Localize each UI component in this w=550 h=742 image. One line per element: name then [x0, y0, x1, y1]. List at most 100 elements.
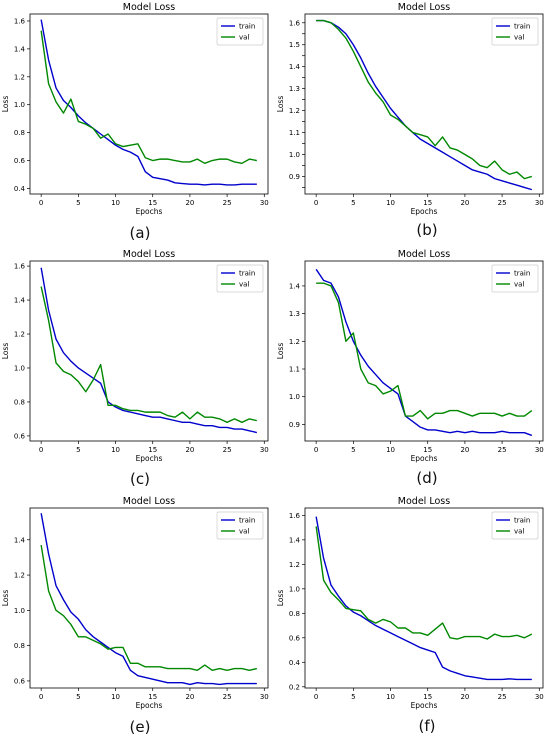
x-tick-label-b-5: 25: [498, 199, 507, 207]
legend-box-b: [491, 17, 539, 46]
legend-label-val-b: val: [514, 34, 524, 42]
plot-frame-d: [304, 260, 544, 442]
series-line-val-e: [40, 544, 258, 672]
series-line-val-b: [316, 19, 533, 180]
line-chart-d: Model Loss 0 5 10 15 20 25 30 0.9 1.0 1.1 1.2 1.3 1.4…: [276, 249, 544, 463]
y-tick-label-d-3: 1.2: [289, 338, 300, 346]
series-line-val-a: [40, 30, 257, 165]
legend-label-train-d: train: [514, 270, 530, 278]
y-tick-label-b-7: 1.2: [289, 107, 300, 115]
chart-panel-d: Model Loss 0 5 10 15 20 25 30 0.9 1.0 1.1 1.2 1.3 1.4…: [275, 247, 550, 494]
y-tick-label-c-4: 1.4: [14, 297, 26, 305]
y-tick-label-f-4: 1.0: [289, 585, 300, 593]
chart-title-e: Model Loss: [123, 496, 175, 507]
x-tick-label-d-1: 5: [351, 446, 355, 454]
x-tick-label-a-2: 10: [111, 199, 120, 207]
y-tick-label-e-2: 1.0: [14, 607, 25, 615]
x-tick-label-a-1: 5: [76, 199, 80, 207]
y-axis-label-d: Loss: [276, 343, 285, 360]
y-tick-label-f-3: 0.8: [289, 610, 300, 618]
x-axis-label-f: Epochs: [411, 701, 438, 710]
y-axis-label-a: Loss: [1, 96, 10, 113]
y-tick-label-c-1: 0.8: [14, 398, 25, 406]
x-tick-label-e-2: 10: [111, 693, 120, 701]
x-tick-label-a-3: 15: [148, 199, 157, 207]
plot-frame-a: [29, 13, 269, 195]
chart-panel-c: Model Loss 0 5 10 15 20 25 30 0.6 0.8 1.0 1.2 1.4 1.6…: [0, 247, 275, 494]
legend-label-val-c: val: [239, 281, 249, 289]
y-tick-label-d-4: 1.3: [289, 310, 300, 318]
y-tick-label-c-3: 1.2: [14, 331, 25, 339]
y-tick-label-f-5: 1.2: [289, 561, 300, 569]
y-tick-label-e-4: 1.4: [14, 536, 26, 544]
y-tick-label-c-2: 1.0: [14, 364, 25, 372]
y-tick-label-d-2: 1.1: [289, 366, 300, 374]
plot-frame-f: [304, 507, 544, 689]
y-tick-label-f-1: 0.4: [289, 659, 301, 667]
y-tick-label-b-3: 1.0: [289, 151, 300, 159]
series-line-train-a: [40, 19, 257, 186]
x-tick-label-d-6: 30: [535, 446, 544, 454]
y-tick-label-f-0: 0.2: [289, 683, 300, 691]
x-tick-label-d-0: 0: [314, 446, 318, 454]
x-tick-label-e-4: 20: [185, 693, 194, 701]
y-tick-label-b-9: 1.3: [289, 85, 300, 93]
x-tick-label-b-2: 10: [386, 199, 395, 207]
x-tick-label-f-2: 10: [386, 693, 395, 701]
y-tick-label-a-2: 0.8: [14, 129, 25, 137]
line-chart-a: Model Loss 0 5 10 15 20 25 30 0.4 0.6 0.8 1.0 1.2 1.4…: [1, 2, 269, 216]
x-tick-label-b-6: 30: [535, 199, 544, 207]
legend-label-val-f: val: [514, 528, 524, 536]
x-tick-label-d-5: 25: [498, 446, 507, 454]
line-chart-e: Model Loss 0 5 10 15 20 25 30 0.6 0.8 1.0 1.2 1.4 Epo…: [1, 496, 269, 710]
y-tick-label-d-1: 1.0: [289, 393, 300, 401]
y-tick-label-e-0: 0.6: [14, 677, 26, 685]
caption-c: (c): [130, 470, 150, 488]
x-tick-label-e-0: 0: [39, 693, 43, 701]
y-tick-label-d-5: 1.4: [289, 282, 301, 290]
y-tick-label-f-6: 1.4: [289, 536, 301, 544]
x-tick-label-d-4: 20: [460, 446, 469, 454]
legend-label-train-a: train: [239, 23, 255, 31]
x-tick-label-c-1: 5: [76, 446, 80, 454]
y-tick-label-b-1: 0.9: [289, 173, 300, 181]
plot-frame-b: [304, 13, 544, 195]
y-tick-label-c-0: 0.6: [14, 432, 26, 440]
caption-e: (e): [129, 718, 151, 736]
x-tick-label-c-2: 10: [111, 446, 120, 454]
x-tick-label-f-0: 0: [314, 693, 318, 701]
legend-box-e: [216, 511, 264, 540]
x-tick-label-a-5: 25: [223, 199, 232, 207]
legend-label-train-c: train: [239, 270, 255, 278]
x-tick-label-e-1: 5: [76, 693, 80, 701]
chart-panel-b: Model Loss 0 5 10 15 20 25 30 0.9 1.0 1.1 1.2 1.3 1.4…: [275, 0, 550, 247]
x-tick-label-e-3: 15: [148, 693, 157, 701]
series-line-train-d: [315, 268, 533, 437]
legend-label-val-e: val: [239, 528, 249, 536]
y-tick-label-f-2: 0.6: [289, 634, 301, 642]
y-tick-label-f-7: 1.6: [289, 512, 301, 520]
x-tick-label-c-3: 15: [148, 446, 157, 454]
chart-title-f: Model Loss: [398, 496, 450, 507]
chart-panel-e: Model Loss 0 5 10 15 20 25 30 0.6 0.8 1.0 1.2 1.4 Epo…: [0, 494, 275, 742]
y-tick-label-a-1: 0.6: [14, 157, 26, 165]
x-axis-label-a: Epochs: [136, 207, 163, 216]
y-tick-label-e-1: 0.8: [14, 642, 25, 650]
y-tick-label-b-15: 1.6: [289, 19, 301, 27]
legend-box-f: [491, 511, 539, 540]
chart-title-b: Model Loss: [398, 2, 450, 13]
legend-box-a: [216, 17, 264, 46]
y-tick-label-d-0: 0.9: [289, 421, 300, 429]
caption-a: (a): [129, 224, 151, 242]
x-tick-label-d-2: 10: [386, 446, 395, 454]
chart-title-d: Model Loss: [398, 249, 450, 260]
series-line-val-f: [315, 526, 533, 640]
y-axis-label-c: Loss: [1, 343, 10, 360]
x-tick-label-b-0: 0: [314, 199, 318, 207]
line-chart-c: Model Loss 0 5 10 15 20 25 30 0.6 0.8 1.0 1.2 1.4 1.6…: [1, 249, 269, 463]
legend-box-d: [491, 264, 539, 293]
x-tick-label-d-3: 15: [423, 446, 432, 454]
x-tick-label-b-3: 15: [423, 199, 432, 207]
legend-label-train-b: train: [514, 23, 530, 31]
legend-label-train-f: train: [514, 517, 530, 525]
